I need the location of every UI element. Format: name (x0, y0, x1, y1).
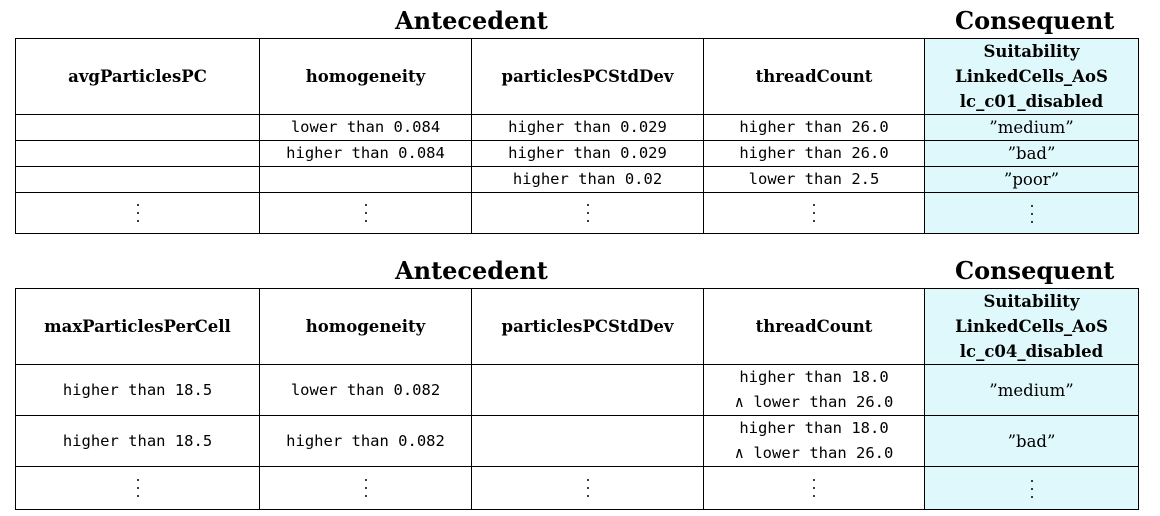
column-header: threadCount (703, 288, 925, 365)
column-header: maxParticlesPerCell (15, 288, 260, 365)
table-cell: lower than 2.5 (703, 166, 925, 193)
table-cell (471, 364, 704, 416)
table-cell: lower than 0.084 (259, 114, 472, 141)
condition-line: higher than 18.0 (739, 368, 889, 386)
vdots-icon (812, 477, 816, 499)
vertical-ellipsis (15, 192, 260, 234)
table-cell (15, 166, 260, 193)
vertical-ellipsis (259, 466, 472, 510)
rule-table-1: Antecedent Consequent avgParticlesPC hom… (0, 0, 1160, 234)
condition-line: ∧ lower than 26.0 (734, 444, 894, 462)
table-header-row: avgParticlesPC homogeneity particlesPCSt… (15, 38, 1139, 115)
consequent-header-line: Suitability (983, 292, 1080, 311)
table-cell: higher than 18.0 ∧ lower than 26.0 (703, 364, 925, 416)
table-cell: higher than 0.084 (259, 140, 472, 167)
consequent-cell: ”medium” (924, 114, 1139, 141)
table-row: lower than 0.084 higher than 0.029 highe… (15, 114, 1139, 141)
table-cell (471, 415, 704, 467)
table-row: higher than 18.5 lower than 0.082 higher… (15, 364, 1139, 416)
consequent-cell: ”bad” (924, 140, 1139, 167)
vdots-icon (364, 477, 368, 499)
vdots-icon (136, 202, 140, 224)
table-cell: higher than 18.5 (15, 415, 260, 467)
column-header: homogeneity (259, 38, 472, 115)
vertical-ellipsis (471, 466, 704, 510)
vdots-icon (1030, 478, 1034, 500)
column-header: particlesPCStdDev (471, 38, 704, 115)
table-cell: higher than 18.5 (15, 364, 260, 416)
vdots-icon (364, 202, 368, 224)
consequent-cell: ”poor” (924, 166, 1139, 193)
table-cell: lower than 0.082 (259, 364, 472, 416)
vertical-ellipsis (703, 466, 925, 510)
vdots-icon (812, 202, 816, 224)
rules-table: maxParticlesPerCell homogeneity particle… (15, 288, 1139, 510)
table-header-row: maxParticlesPerCell homogeneity particle… (15, 288, 1139, 365)
consequent-cell: ”medium” (924, 364, 1139, 416)
table-cell (15, 114, 260, 141)
ellipsis-row (15, 466, 1139, 510)
table-cell: higher than 0.029 (471, 114, 704, 141)
column-header: avgParticlesPC (15, 38, 260, 115)
rules-table: avgParticlesPC homogeneity particlesPCSt… (15, 38, 1139, 234)
vdots-icon (1030, 203, 1034, 225)
condition-line: ∧ lower than 26.0 (734, 393, 894, 411)
table-cell: higher than 0.029 (471, 140, 704, 167)
consequent-header-line: lc_c01_disabled (959, 92, 1104, 111)
vdots-icon (586, 477, 590, 499)
vertical-ellipsis (924, 192, 1139, 234)
ellipsis-row (15, 192, 1139, 234)
table-cell (259, 166, 472, 193)
vertical-ellipsis (703, 192, 925, 234)
vertical-ellipsis (924, 466, 1139, 510)
vertical-ellipsis (15, 466, 260, 510)
consequent-column-header: Suitability LinkedCells_AoS lc_c01_disab… (924, 38, 1139, 115)
consequent-header-line: lc_c04_disabled (959, 342, 1104, 361)
vertical-ellipsis (259, 192, 472, 234)
consequent-header-line: LinkedCells_AoS (955, 67, 1108, 86)
vdots-icon (586, 202, 590, 224)
antecedent-header: Antecedent (395, 6, 548, 35)
consequent-cell: ”bad” (924, 415, 1139, 467)
consequent-header: Consequent (955, 6, 1115, 35)
table-cell (15, 140, 260, 167)
table-row: higher than 0.02 lower than 2.5 ”poor” (15, 166, 1139, 193)
table-cell: higher than 0.082 (259, 415, 472, 467)
column-header: particlesPCStdDev (471, 288, 704, 365)
antecedent-header: Antecedent (395, 256, 548, 285)
table-cell: higher than 26.0 (703, 140, 925, 167)
consequent-header-line: LinkedCells_AoS (955, 317, 1108, 336)
column-header: homogeneity (259, 288, 472, 365)
table-row: higher than 0.084 higher than 0.029 high… (15, 140, 1139, 167)
condition-line: higher than 18.0 (739, 419, 889, 437)
vdots-icon (136, 477, 140, 499)
table-cell: higher than 18.0 ∧ lower than 26.0 (703, 415, 925, 467)
vertical-ellipsis (471, 192, 704, 234)
table-row: higher than 18.5 higher than 0.082 highe… (15, 415, 1139, 467)
column-header: threadCount (703, 38, 925, 115)
table-cell: higher than 26.0 (703, 114, 925, 141)
rule-table-2: Antecedent Consequent maxParticlesPerCel… (0, 250, 1160, 510)
table-cell: higher than 0.02 (471, 166, 704, 193)
consequent-header-line: Suitability (983, 42, 1080, 61)
consequent-column-header: Suitability LinkedCells_AoS lc_c04_disab… (924, 288, 1139, 365)
consequent-header: Consequent (955, 256, 1115, 285)
